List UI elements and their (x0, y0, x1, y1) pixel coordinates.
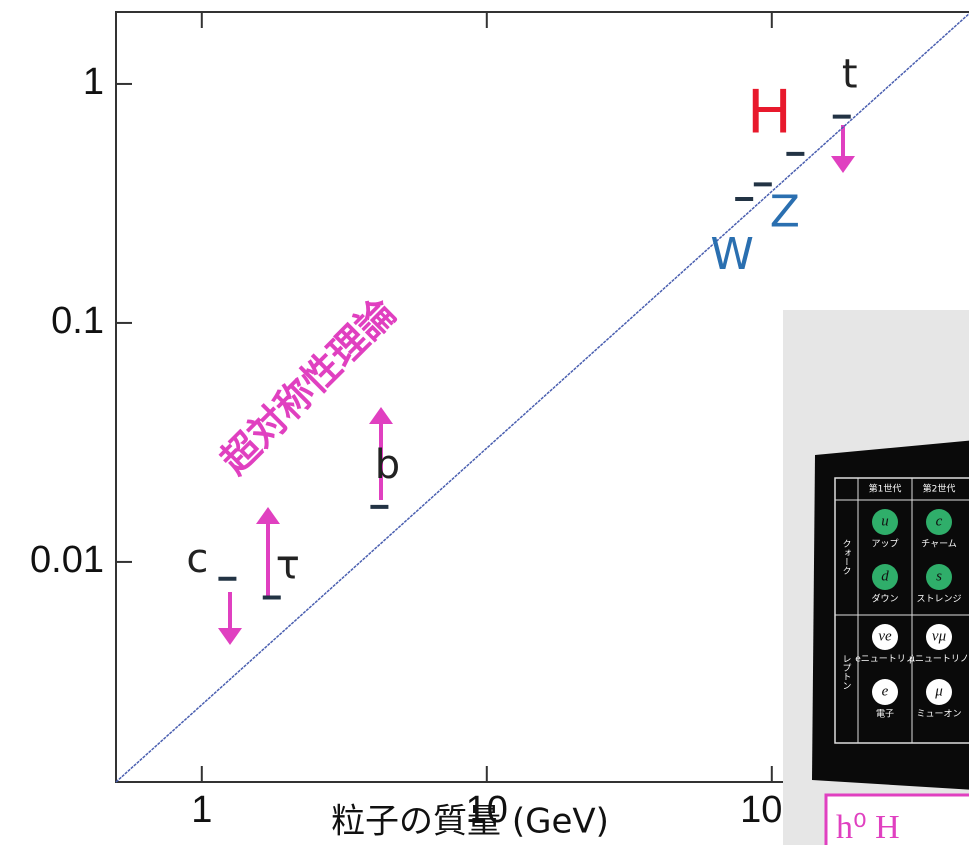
arrow-head (256, 507, 280, 524)
inset-particle (872, 564, 898, 590)
point-label: H (747, 77, 792, 147)
caption: h⁰ H (836, 809, 900, 845)
arrow-head (218, 628, 242, 645)
inset-particle (926, 509, 952, 535)
inset-symbol: μ (934, 683, 943, 699)
inset-name: 電子 (876, 709, 894, 720)
trend-line (115, 12, 969, 783)
point-label: b (375, 442, 400, 488)
x-axis-label: 粒子の質量 (GeV) (331, 802, 609, 842)
inset-column: 第2世代 (923, 483, 956, 495)
inset-name: ダウン (871, 593, 898, 605)
plot-frame (115, 11, 969, 783)
inset-particle (872, 509, 898, 535)
inset-name: チャーム (921, 539, 957, 550)
inset-symbol: νμ (932, 628, 947, 644)
point-label: t (842, 52, 858, 98)
inset-particle (872, 679, 898, 705)
y-tick-label: 0.1 (51, 300, 104, 342)
inset-table (834, 477, 969, 744)
inset-name: アップ (871, 539, 898, 550)
x-tick-label: 1 (191, 789, 212, 831)
inset-column: 第1世代 (869, 483, 902, 495)
inset-symbol: u (881, 513, 889, 529)
inset-name: μニュートリノ (909, 655, 969, 665)
inset-particle (926, 564, 952, 590)
inset-symbol: c (936, 513, 943, 529)
inset-group: クォーク (841, 539, 851, 575)
inset-particle (926, 624, 952, 650)
arrow-head (831, 156, 855, 173)
inset-particle (926, 679, 952, 705)
inset-symbol: s (936, 568, 942, 584)
point-label: c (186, 536, 208, 582)
point-label: τ (276, 542, 300, 588)
inset-symbol: d (881, 568, 889, 584)
arrows (218, 125, 855, 645)
caption-box (824, 793, 969, 845)
y-tick-label: 0.01 (30, 539, 104, 581)
y-tick-label: 1 (83, 61, 104, 103)
point-label: Z (770, 186, 800, 237)
inset-symbol: νe (878, 628, 892, 644)
inset-name: ストレンジ (916, 595, 961, 605)
point-label: W (710, 229, 754, 280)
inset-symbol: e (882, 683, 889, 699)
inset-name: eニュートリノ (855, 655, 915, 665)
inset-group: レプトン (841, 654, 851, 690)
inset-name: ミューオン (916, 709, 961, 720)
inset-particle (872, 624, 898, 650)
arrow-head (369, 407, 393, 424)
x-tick-label: 10 (466, 789, 508, 831)
